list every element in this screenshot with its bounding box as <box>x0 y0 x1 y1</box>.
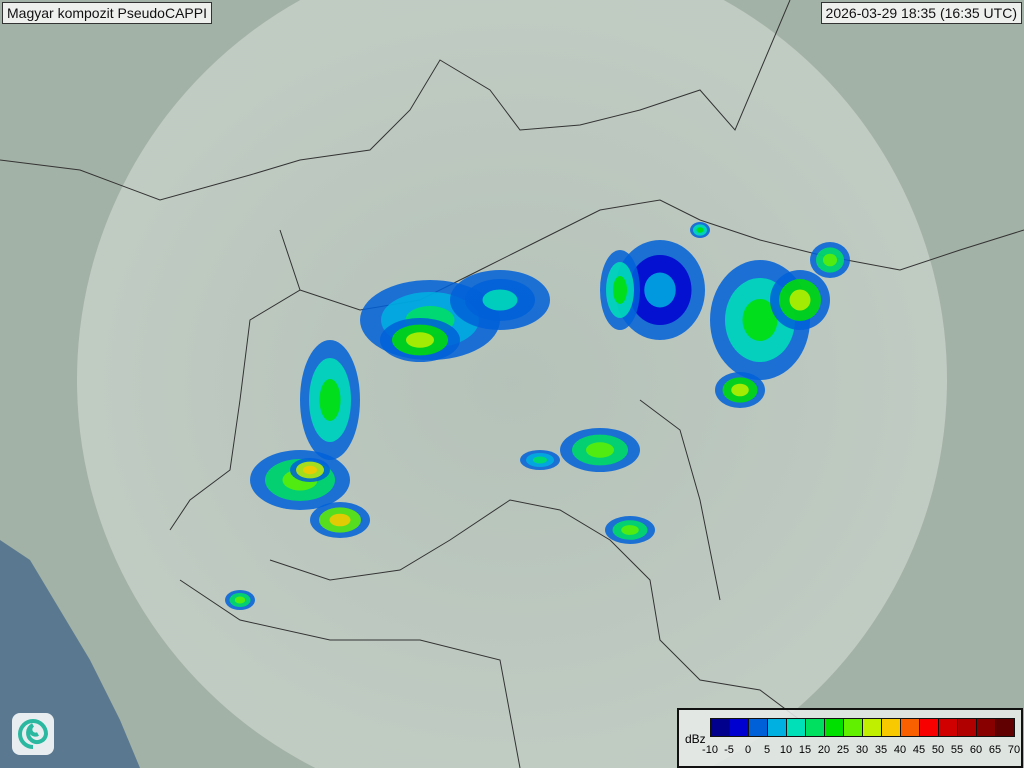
legend-tick: 45 <box>912 744 926 756</box>
legend-ticks: -10 -5 0 5 10 15 20 25 30 35 40 45 50 55 60 65 70 <box>702 744 1020 760</box>
echo-cell <box>586 442 614 458</box>
echo-cell <box>823 253 837 267</box>
echo-cell <box>621 525 639 535</box>
echo-cell <box>731 383 749 397</box>
echo-cell <box>789 289 811 311</box>
legend-bin <box>958 719 977 736</box>
echo-cell <box>406 332 434 348</box>
legend-bin <box>711 719 730 736</box>
legend-tick: 55 <box>950 744 964 756</box>
legend-tick: 40 <box>893 744 907 756</box>
legend-tick: 70 <box>1007 744 1021 756</box>
legend-colorbar <box>710 718 1015 737</box>
legend-tick: 35 <box>874 744 888 756</box>
legend-tick: 15 <box>798 744 812 756</box>
radar-echoes <box>225 222 850 610</box>
legend-bin <box>939 719 958 736</box>
legend-bin <box>863 719 882 736</box>
legend-bin <box>977 719 996 736</box>
legend-tick: 25 <box>836 744 850 756</box>
echo-cell <box>482 289 518 311</box>
legend-tick: 10 <box>779 744 793 756</box>
adriatic-sea <box>0 540 140 768</box>
echo-cell <box>234 596 246 604</box>
legend-unit: dBz <box>685 732 706 746</box>
product-title: Magyar kompozit PseudoCAPPI <box>2 2 212 24</box>
echo-cell <box>696 227 704 233</box>
legend-bin <box>844 719 863 736</box>
legend-bin <box>730 719 749 736</box>
legend-bin <box>882 719 901 736</box>
legend-tick: -10 <box>702 744 718 756</box>
legend-tick: 30 <box>855 744 869 756</box>
swirl-logo-icon <box>12 713 54 755</box>
echo-cell <box>319 379 341 421</box>
legend-tick: 20 <box>817 744 831 756</box>
legend-tick: 50 <box>931 744 945 756</box>
legend-bin <box>825 719 844 736</box>
legend-tick: 0 <box>744 744 752 756</box>
echo-cell <box>742 299 778 341</box>
legend-bin <box>768 719 787 736</box>
legend-tick: 60 <box>969 744 983 756</box>
legend-bin <box>901 719 920 736</box>
echo-cell <box>613 276 627 304</box>
echo-cell <box>303 465 317 475</box>
legend-bin <box>749 719 768 736</box>
legend-tick: -5 <box>724 744 734 756</box>
radar-coverage-area <box>76 0 948 768</box>
legend-bin <box>806 719 825 736</box>
echo-cell <box>533 456 547 464</box>
echo-cell <box>329 513 351 527</box>
dbz-legend: dBz -10 -5 0 5 10 15 20 25 30 35 40 45 50 55 60 65 70 <box>677 708 1023 768</box>
legend-tick: 65 <box>988 744 1002 756</box>
legend-bin <box>787 719 806 736</box>
echo-cell <box>644 272 676 308</box>
timestamp-label: 2026-03-29 18:35 (16:35 UTC) <box>820 2 1022 24</box>
legend-bin <box>996 719 1014 736</box>
legend-bin <box>920 719 939 736</box>
legend-tick: 5 <box>763 744 771 756</box>
